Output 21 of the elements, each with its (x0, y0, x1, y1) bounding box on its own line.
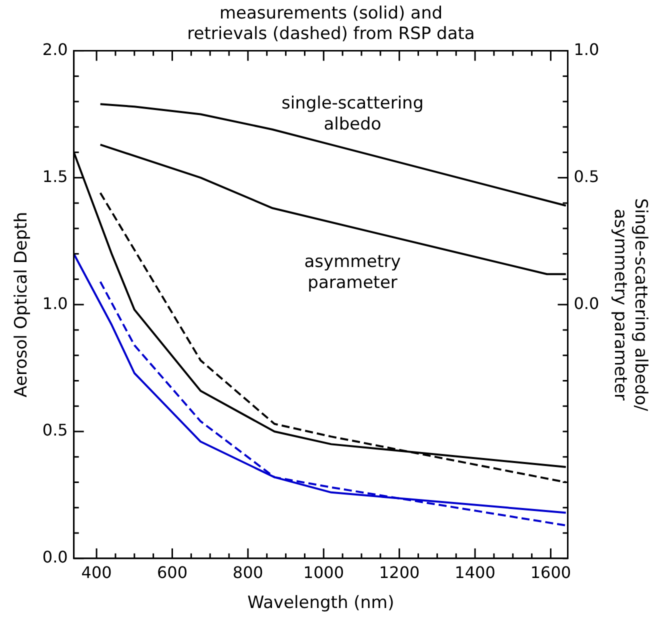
chart-title: measurements (solid) and retrievals (dashed) from RSP data (187, 4, 475, 44)
y2-tick-label: 0.5 (574, 166, 600, 186)
y-tick-label: 2.0 (42, 40, 68, 59)
x-tick-label: 800 (232, 563, 264, 582)
series-label: single-scattering albedo (281, 93, 424, 134)
y2-tick-label: 0.0 (574, 294, 600, 313)
y-tick-label: 0.5 (42, 420, 68, 440)
x-tick-label: 1000 (303, 563, 344, 582)
y2-axis-title: Single-scattering albedo/ asymmetry parameter (610, 198, 650, 412)
x-tick-label: 1400 (454, 563, 496, 582)
y2-tick-label: 1.0 (574, 40, 600, 59)
x-tick-label: 400 (81, 563, 112, 582)
series-label: asymmetry parameter (304, 252, 401, 294)
y-tick-label: 1.5 (42, 166, 68, 186)
x-tick-label: 1600 (530, 563, 572, 582)
x-tick-label: 1200 (378, 563, 420, 582)
y-tick-label: 1.0 (42, 294, 68, 313)
x-axis-title: Wavelength (nm) (247, 593, 394, 614)
x-tick-label: 600 (156, 563, 188, 582)
y-axis-title: Aerosol Optical Depth (12, 212, 32, 398)
y-tick-label: 0.0 (42, 548, 68, 567)
